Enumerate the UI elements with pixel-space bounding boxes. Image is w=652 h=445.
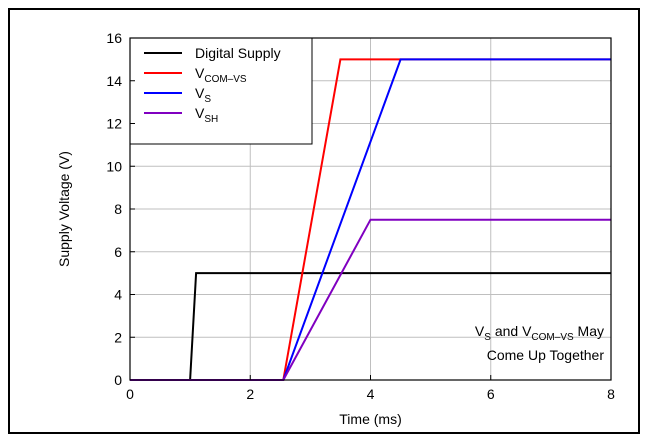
x-tick-label: 8 <box>607 386 615 402</box>
y-axis-label: Supply Voltage (V) <box>56 151 72 267</box>
annotation: VS and VCOM–VS May Come Up Together <box>475 323 604 363</box>
y-tick-label: 16 <box>106 30 122 46</box>
annotation-line-1: VS and VCOM–VS May <box>475 323 604 343</box>
y-tick-label: 8 <box>114 201 122 217</box>
y-tick-label: 6 <box>114 244 122 260</box>
legend-box <box>129 37 313 145</box>
legend-label: VS <box>195 85 211 105</box>
legend-label: Digital Supply <box>195 45 281 61</box>
y-tick-label: 2 <box>114 329 122 345</box>
x-axis-label: Time (ms) <box>339 411 401 427</box>
y-tick-label: 12 <box>106 116 122 132</box>
y-tick-label: 4 <box>114 287 122 303</box>
ticks: 0 2 4 6 8 0 2 4 6 8 10 12 14 16 <box>106 30 615 402</box>
annotation-line-2: Come Up Together <box>487 347 605 363</box>
x-tick-label: 6 <box>487 386 495 402</box>
legend-label: VCOM–VS <box>195 65 247 85</box>
y-tick-label: 14 <box>106 73 122 89</box>
y-tick-label: 10 <box>106 158 122 174</box>
x-tick-label: 4 <box>367 386 375 402</box>
y-tick-label: 0 <box>114 372 122 388</box>
legend-label: VSH <box>195 105 218 125</box>
x-tick-label: 2 <box>246 386 254 402</box>
x-tick-label: 0 <box>126 386 134 402</box>
